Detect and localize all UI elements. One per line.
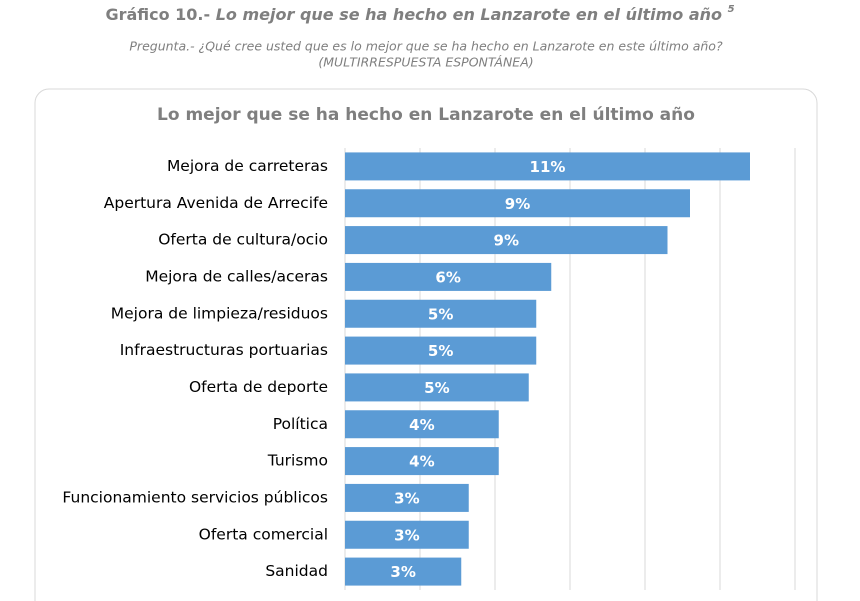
- bar: [345, 557, 462, 586]
- title-number: Gráfico 10.-: [105, 5, 210, 24]
- bar: [345, 520, 469, 549]
- data-label: 5%: [424, 379, 449, 397]
- y-tick-label: Oferta comercial: [199, 525, 328, 543]
- bar: [345, 483, 469, 512]
- bar: [345, 373, 529, 402]
- data-label: 5%: [428, 342, 453, 360]
- data-label: 3%: [394, 526, 419, 544]
- data-label: 3%: [390, 563, 415, 581]
- data-label: 9%: [494, 232, 519, 250]
- footnote: 5: [728, 4, 735, 15]
- y-tick-label: Mejora de carreteras: [167, 157, 328, 175]
- y-tick-label: Funcionamiento servicios públicos: [62, 488, 328, 506]
- y-tick-label: Oferta de cultura/ocio: [158, 231, 328, 249]
- title-text: Lo mejor que se ha hecho en Lanzarote en…: [216, 5, 722, 24]
- bar: [345, 336, 537, 365]
- y-tick-label: Mejora de limpieza/residuos: [111, 304, 328, 322]
- subtitle: Pregunta.- ¿Qué cree usted que es lo mej…: [129, 39, 723, 54]
- data-label: 4%: [409, 416, 434, 434]
- subtitle: (MULTIRRESPUESTA ESPONTÁNEA): [318, 55, 533, 70]
- data-label: 4%: [409, 453, 434, 471]
- y-tick-label: Turismo: [267, 452, 328, 470]
- y-tick-label: Apertura Avenida de Arrecife: [104, 194, 328, 212]
- bar: [345, 262, 552, 291]
- bar: [345, 226, 668, 255]
- y-tick-label: Política: [273, 415, 328, 433]
- data-label: 5%: [428, 305, 453, 323]
- bar: [345, 189, 690, 218]
- y-tick-label: Mejora de calles/aceras: [145, 267, 328, 285]
- data-label: 6%: [435, 268, 460, 286]
- bar: [345, 447, 499, 476]
- y-tick-label: Oferta de deporte: [189, 378, 328, 396]
- y-tick-label: Infraestructuras portuarias: [120, 341, 328, 359]
- bar: [345, 152, 750, 181]
- bar: [345, 410, 499, 439]
- bar: [345, 299, 537, 328]
- y-tick-label: Sanidad: [265, 562, 328, 580]
- data-label: 3%: [394, 489, 419, 507]
- header-title: Gráfico 10.- Lo mejor que se ha hecho en…: [105, 4, 734, 24]
- data-label: 9%: [505, 195, 530, 213]
- data-label: 11%: [530, 158, 566, 176]
- chart-title: Lo mejor que se ha hecho en Lanzarote en…: [157, 105, 695, 125]
